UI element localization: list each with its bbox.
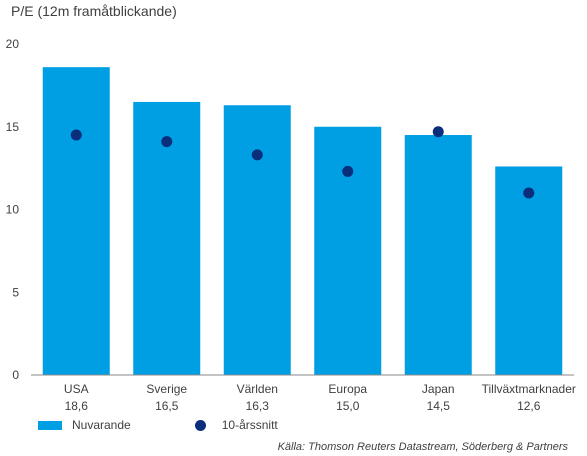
legend: Nuvarande 10-årssnitt — [38, 418, 278, 432]
x-category-value: 14,5 — [427, 399, 451, 413]
bar-usa — [42, 67, 110, 376]
x-axis-labels: USA 18,6 Sverige 16,5 Världen 16,3 Europa 15,0 J… — [64, 382, 576, 413]
avg-dot-europa — [342, 165, 354, 177]
avg-dot-tillväxtmarknader — [523, 187, 535, 199]
legend-label-nuvarande: Nuvarande — [72, 418, 131, 432]
chart-title: P/E (12m framåtblickande) — [11, 3, 177, 19]
avg-dot-japan — [432, 126, 444, 138]
y-tick-label: 20 — [6, 37, 20, 51]
x-category-label: Europa — [328, 382, 367, 396]
x-category-label: Japan — [422, 382, 455, 396]
y-tick-label: 10 — [6, 203, 20, 217]
bar-europa — [314, 126, 382, 375]
x-category-label: Tillväxtmarknader — [482, 382, 576, 396]
x-category-label: USA — [64, 382, 89, 396]
x-category-value: 16,3 — [246, 399, 270, 413]
source-note: Källa: Thomson Reuters Datastream, Söder… — [277, 441, 568, 453]
y-tick-label: 15 — [6, 120, 20, 134]
bar-japan — [404, 135, 472, 375]
x-category-value: 15,0 — [336, 399, 360, 413]
x-category-label: Sverige — [146, 382, 187, 396]
legend-label-10-arssnitt: 10-årssnitt — [221, 418, 278, 432]
avg-dot-världen — [251, 149, 263, 161]
bar-sverige — [133, 101, 201, 376]
x-category-label: Världen — [237, 382, 278, 396]
bars — [42, 67, 563, 376]
y-tick-label: 0 — [12, 368, 19, 382]
bar-tillväxtmarknader — [495, 166, 563, 375]
average-dots — [70, 126, 535, 199]
legend-item-10-arssnitt: 10-årssnitt — [194, 418, 278, 432]
y-tick-label: 5 — [12, 285, 19, 299]
legend-swatch-bar — [38, 420, 62, 430]
bar-världen — [223, 105, 291, 376]
x-category-value: 18,6 — [65, 399, 89, 413]
avg-dot-sverige — [161, 136, 173, 148]
legend-swatch-dot — [194, 419, 206, 431]
y-axis-ticks: 0 5 10 15 20 — [6, 37, 20, 382]
avg-dot-usa — [70, 129, 82, 141]
x-category-value: 12,6 — [517, 399, 541, 413]
legend-item-nuvarande: Nuvarande — [38, 418, 131, 432]
x-category-value: 16,5 — [155, 399, 179, 413]
